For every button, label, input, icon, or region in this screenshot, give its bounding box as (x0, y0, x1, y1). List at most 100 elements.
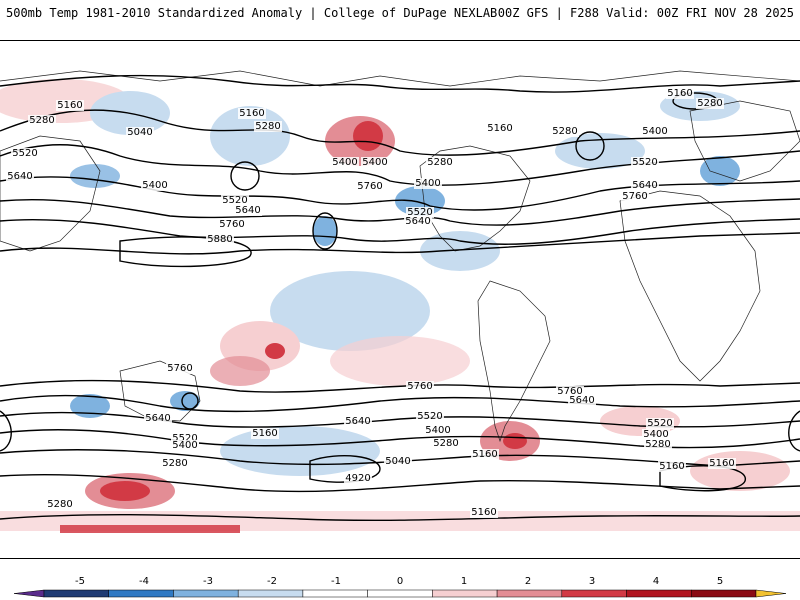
contour-label: 5760 (407, 381, 432, 392)
contour-label-bg (631, 157, 659, 168)
colorbar-swatch (561, 589, 627, 598)
colorbar-swatch (43, 589, 109, 598)
contour-label-bg (644, 439, 672, 450)
contour-label-bg (631, 180, 659, 191)
contour-label: 5400 (362, 157, 387, 168)
contour-label-bg (551, 126, 579, 137)
colorbar-tick-label: 5 (717, 576, 723, 587)
contour-label-bg (646, 418, 674, 429)
contour-label: 5160 (709, 458, 734, 469)
colorbar-tick-label: 1 (461, 576, 467, 587)
contour-label: 5280 (427, 157, 452, 168)
contour-label-bg (234, 205, 262, 216)
contour-label-bg (696, 98, 724, 109)
contour-label-bg (641, 126, 669, 137)
contour-label-bg (126, 127, 154, 138)
colorbar-tick-label: -5 (75, 576, 85, 587)
contour-label-bg (404, 216, 432, 227)
coastlines (0, 70, 800, 443)
contour-label: 5520 (632, 157, 657, 168)
contour-label: 5160 (57, 100, 82, 111)
map-canvas: 5160528050405160528054005520564054005520… (0, 70, 800, 533)
colorbar-tick-label: -3 (203, 576, 213, 587)
colorbar-swatch (108, 589, 174, 598)
contour-label: 5280 (552, 126, 577, 137)
contour-label: 5280 (433, 438, 458, 449)
contour-label-bg (28, 115, 56, 126)
contour-labels: 5160528050405160528054005520564054005520… (6, 88, 736, 518)
contour-label-bg (471, 449, 499, 460)
contour-label-bg (470, 507, 498, 518)
colorbar-tick-labels: -5 -4 -3 -2 -1 0 1 2 3 4 5 (75, 576, 723, 587)
contour-label: 5160 (471, 507, 496, 518)
colorbar-tick-label: -2 (267, 576, 277, 587)
contour-label: 5160 (252, 428, 277, 439)
contour-label: 5160 (487, 123, 512, 134)
colorbar-swatch (691, 589, 757, 598)
contour-label-bg (141, 180, 169, 191)
colorbar-tick-label: -4 (139, 576, 149, 587)
contour-label-bg (708, 458, 736, 469)
contour-label: 5520 (647, 418, 672, 429)
anomaly-map: 5160 5280 5040 5160 5280 5400 5520 5640 5400 5520… (0, 40, 800, 559)
contour-label-bg (331, 157, 359, 168)
contour-label: 5880 (207, 234, 232, 245)
contour-label-bg (406, 381, 434, 392)
contour-label-bg (666, 88, 694, 99)
contour-label: 5160 (239, 108, 264, 119)
contour-label: 5640 (632, 180, 657, 191)
contour-label-bg (254, 121, 282, 132)
contour-label: 5640 (235, 205, 260, 216)
contour-label-bg (621, 191, 649, 202)
contour-label: 5400 (172, 440, 197, 451)
contour-label: 5520 (222, 195, 247, 206)
contour-label: 5760 (622, 191, 647, 202)
contour-label-bg (361, 157, 389, 168)
colorbar-tick-label: 4 (653, 576, 659, 587)
contour-label-bg (221, 195, 249, 206)
contour-label: 5760 (219, 219, 244, 230)
contour-label-bg (658, 461, 686, 472)
colorbar-tick-label: 3 (589, 576, 595, 587)
contour-label: 5280 (29, 115, 54, 126)
contour-label-bg (568, 395, 596, 406)
contour-label: 5640 (345, 416, 370, 427)
contour-label-bg (344, 416, 372, 427)
contour-label-bg (206, 234, 234, 245)
contour-label: 5760 (357, 181, 382, 192)
contour-label: 5400 (643, 429, 668, 440)
contour-label: 5760 (557, 386, 582, 397)
map-title: 500mb Temp 1981-2010 Standardized Anomal… (6, 6, 498, 20)
contour-label-bg (144, 413, 172, 424)
contour-label: 5520 (12, 148, 37, 159)
contour-label: 5400 (332, 157, 357, 168)
contour-label-bg (171, 433, 199, 444)
contour-label: 5280 (162, 458, 187, 469)
contour-label-bg (238, 108, 266, 119)
colorbar-swatch (173, 589, 239, 598)
contour-label-bg (642, 429, 670, 440)
contour-label-bg (171, 440, 199, 451)
contour-label: 5640 (7, 171, 32, 182)
contour-label: 5520 (172, 433, 197, 444)
colorbar-arrow-low (13, 589, 45, 598)
anomaly-colorbar: -5 -4 -3 -2 -1 0 1 2 3 4 5 (13, 576, 787, 598)
contour-label-bg (11, 148, 39, 159)
contour-label: 5280 (645, 439, 670, 450)
contour-label-bg (384, 456, 412, 467)
contour-label-bg (166, 363, 194, 374)
colorbar-swatch (237, 589, 304, 598)
contour-label-bg (6, 171, 34, 182)
contour-label-bg (46, 499, 74, 510)
contour-label: 5520 (417, 411, 442, 422)
contour-label-bg (556, 386, 584, 397)
contour-label-bg (344, 473, 372, 484)
contour-label: 5760 (167, 363, 192, 374)
contour-label: 5640 (145, 413, 170, 424)
contour-label-bg (218, 219, 246, 230)
contour-label-bg (251, 428, 279, 439)
contour-label: 5040 (385, 456, 410, 467)
colorbar-tick-label: 0 (397, 576, 403, 587)
contour-label: 5280 (255, 121, 280, 132)
contour-label: 5280 (47, 499, 72, 510)
